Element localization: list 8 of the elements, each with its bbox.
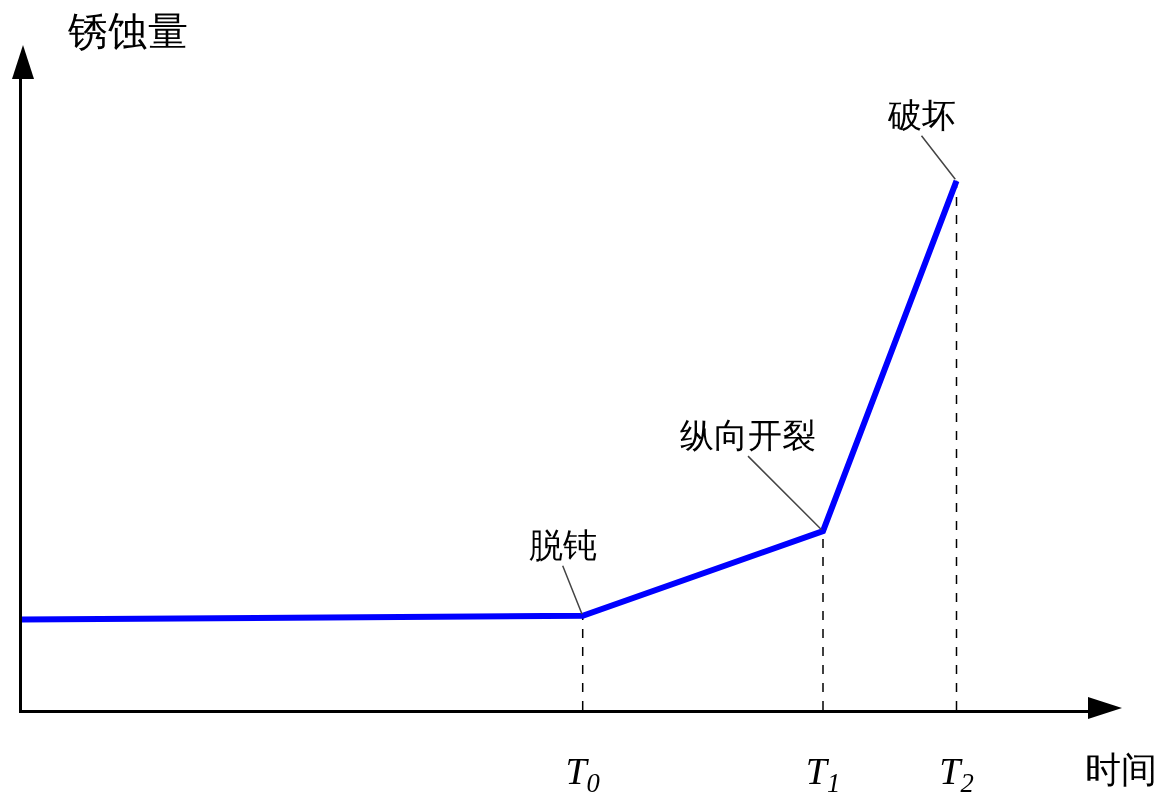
- x-tick-label: T$_{1}$: [805, 749, 841, 798]
- annotation: 破坏: [887, 97, 956, 134]
- y-axis-title: 锈蚀量: [67, 9, 188, 54]
- x-tick-label: T$_{2}$: [939, 749, 974, 798]
- x-axis-title: 时间: [1085, 750, 1157, 790]
- x-tick-label: T$_{0}$: [565, 749, 600, 798]
- annotation: 纵向开裂: [680, 417, 816, 454]
- annotation: 脱钝: [529, 527, 597, 564]
